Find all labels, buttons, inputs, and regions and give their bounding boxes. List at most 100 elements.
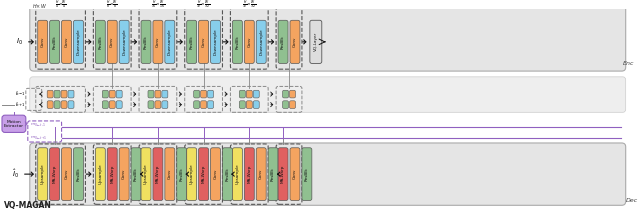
- Text: ResBlk: ResBlk: [305, 167, 309, 181]
- FancyBboxPatch shape: [30, 143, 626, 205]
- FancyBboxPatch shape: [211, 148, 221, 201]
- FancyBboxPatch shape: [244, 20, 254, 63]
- FancyBboxPatch shape: [68, 90, 74, 98]
- FancyBboxPatch shape: [153, 20, 163, 63]
- FancyBboxPatch shape: [61, 20, 72, 63]
- FancyBboxPatch shape: [155, 90, 161, 98]
- FancyBboxPatch shape: [30, 77, 626, 112]
- FancyBboxPatch shape: [268, 148, 278, 201]
- Text: VQ-Layer: VQ-Layer: [314, 32, 318, 52]
- FancyBboxPatch shape: [282, 101, 289, 109]
- FancyBboxPatch shape: [153, 148, 163, 201]
- Text: ResBlk: ResBlk: [225, 167, 229, 181]
- FancyBboxPatch shape: [68, 101, 74, 109]
- Text: ResBlk: ResBlk: [189, 35, 194, 49]
- Text: Upsample: Upsample: [144, 164, 148, 184]
- FancyBboxPatch shape: [109, 90, 115, 98]
- FancyBboxPatch shape: [47, 90, 53, 98]
- Text: $\hat{I}_0$: $\hat{I}_0$: [12, 168, 19, 180]
- FancyBboxPatch shape: [253, 90, 259, 98]
- FancyBboxPatch shape: [50, 20, 60, 63]
- FancyBboxPatch shape: [198, 148, 209, 201]
- Text: Conv: Conv: [41, 37, 45, 47]
- FancyBboxPatch shape: [162, 101, 168, 109]
- FancyBboxPatch shape: [102, 90, 108, 98]
- FancyBboxPatch shape: [290, 148, 300, 201]
- FancyBboxPatch shape: [194, 101, 200, 109]
- FancyBboxPatch shape: [116, 101, 122, 109]
- FancyBboxPatch shape: [165, 148, 175, 201]
- FancyBboxPatch shape: [290, 20, 300, 63]
- Text: ResBlk: ResBlk: [271, 167, 275, 181]
- Text: Dec: Dec: [626, 198, 638, 203]
- Text: Conv: Conv: [247, 37, 252, 47]
- Text: ResBlk: ResBlk: [180, 167, 184, 181]
- Text: Conv: Conv: [293, 169, 297, 179]
- FancyBboxPatch shape: [278, 148, 288, 201]
- Text: Conv: Conv: [110, 37, 114, 47]
- FancyBboxPatch shape: [61, 101, 67, 109]
- FancyBboxPatch shape: [253, 101, 259, 109]
- FancyBboxPatch shape: [211, 20, 221, 63]
- Text: Downsample: Downsample: [214, 29, 218, 55]
- Text: MA-Warp: MA-Warp: [202, 165, 205, 183]
- FancyBboxPatch shape: [289, 90, 296, 98]
- FancyBboxPatch shape: [223, 148, 232, 201]
- FancyBboxPatch shape: [119, 20, 129, 63]
- FancyBboxPatch shape: [148, 101, 154, 109]
- Text: ResBlk: ResBlk: [99, 35, 102, 49]
- Text: MA-Warp: MA-Warp: [156, 165, 160, 183]
- FancyBboxPatch shape: [61, 148, 72, 201]
- Text: $\frac{H}{8}\!\times\!\frac{W}{8}$: $\frac{H}{8}\!\times\!\frac{W}{8}$: [106, 0, 118, 11]
- FancyBboxPatch shape: [187, 20, 196, 63]
- Text: MA-Warp: MA-Warp: [281, 165, 285, 183]
- FancyBboxPatch shape: [141, 20, 151, 63]
- FancyBboxPatch shape: [38, 148, 47, 201]
- FancyBboxPatch shape: [116, 90, 122, 98]
- Text: Upsample: Upsample: [236, 164, 239, 184]
- Text: Upsample: Upsample: [99, 164, 102, 184]
- FancyBboxPatch shape: [155, 101, 161, 109]
- FancyBboxPatch shape: [54, 101, 60, 109]
- FancyBboxPatch shape: [54, 90, 60, 98]
- FancyBboxPatch shape: [74, 20, 83, 63]
- Text: $\frac{H}{4}\!\times\!\frac{W}{4}$: $\frac{H}{4}\!\times\!\frac{W}{4}$: [54, 0, 67, 11]
- Text: Conv: Conv: [168, 169, 172, 179]
- FancyBboxPatch shape: [207, 101, 214, 109]
- Text: Upsample: Upsample: [189, 164, 194, 184]
- FancyBboxPatch shape: [74, 148, 83, 201]
- Text: $I_{t\!-\!1}$: $I_{t\!-\!1}$: [15, 89, 25, 98]
- Text: ResBlk: ResBlk: [236, 35, 239, 49]
- FancyBboxPatch shape: [2, 115, 26, 132]
- Text: $H\!\times\!W$: $H\!\times\!W$: [32, 2, 47, 10]
- Text: Conv: Conv: [65, 169, 68, 179]
- FancyBboxPatch shape: [200, 101, 207, 109]
- FancyBboxPatch shape: [30, 0, 626, 71]
- Text: Conv: Conv: [214, 169, 218, 179]
- FancyBboxPatch shape: [246, 90, 252, 98]
- FancyBboxPatch shape: [187, 148, 196, 201]
- FancyBboxPatch shape: [194, 90, 200, 98]
- FancyBboxPatch shape: [232, 148, 243, 201]
- Text: Downsample: Downsample: [76, 29, 81, 55]
- Text: Conv: Conv: [202, 37, 205, 47]
- FancyBboxPatch shape: [244, 148, 254, 201]
- FancyBboxPatch shape: [95, 148, 105, 201]
- FancyBboxPatch shape: [207, 90, 214, 98]
- Text: ResBlk: ResBlk: [281, 35, 285, 49]
- Text: Conv: Conv: [156, 37, 160, 47]
- FancyBboxPatch shape: [162, 90, 168, 98]
- Text: MA-Warp: MA-Warp: [110, 165, 114, 183]
- Text: Conv: Conv: [65, 37, 68, 47]
- FancyBboxPatch shape: [239, 101, 245, 109]
- FancyBboxPatch shape: [282, 90, 289, 98]
- Text: $I_0$: $I_0$: [17, 37, 23, 47]
- FancyBboxPatch shape: [61, 90, 67, 98]
- Text: $\frac{H}{32}\!\times\!\frac{W}{32}$: $\frac{H}{32}\!\times\!\frac{W}{32}$: [242, 0, 257, 11]
- FancyBboxPatch shape: [108, 20, 117, 63]
- Text: Conv: Conv: [293, 37, 297, 47]
- Text: ResBlk: ResBlk: [134, 167, 138, 181]
- Text: ResBlk: ResBlk: [52, 35, 56, 49]
- Text: Downsample: Downsample: [122, 29, 126, 55]
- FancyBboxPatch shape: [302, 148, 312, 201]
